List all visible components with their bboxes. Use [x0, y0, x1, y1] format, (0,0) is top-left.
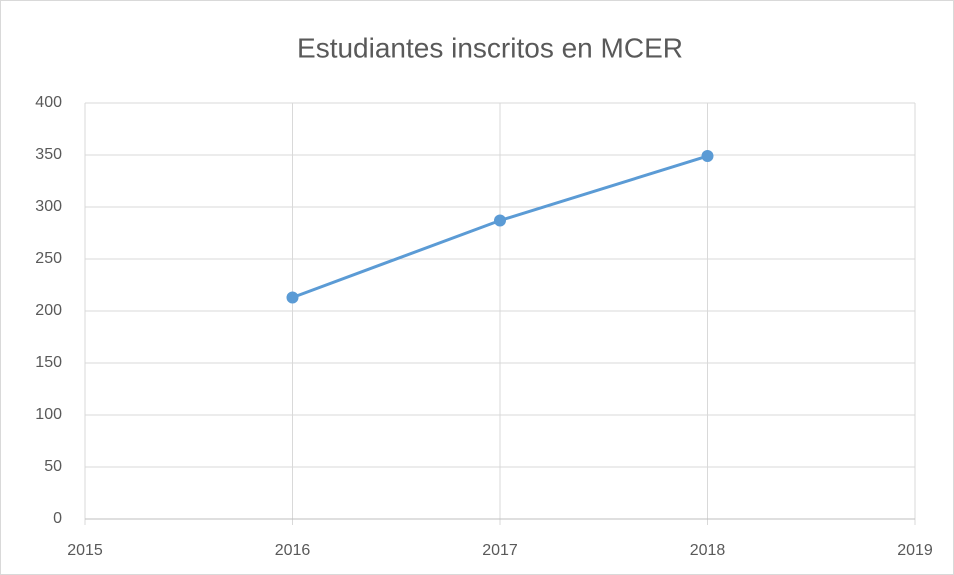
x-tick-label: 2017: [482, 542, 518, 559]
marker: [701, 150, 714, 163]
x-tick-label: 2016: [275, 542, 311, 559]
y-tick-label: 300: [35, 198, 62, 215]
marker: [494, 214, 506, 227]
x-tick-label: 2018: [690, 542, 726, 559]
y-tick-label: 250: [35, 250, 62, 267]
x-tick-label: 2019: [897, 542, 933, 559]
marker: [286, 291, 299, 304]
x-tick-label: 2015: [67, 542, 103, 559]
y-tick-label: 50: [44, 458, 62, 475]
y-tick-label: 400: [35, 94, 62, 111]
y-tick-label: 0: [53, 510, 62, 527]
y-tick-label: 200: [35, 302, 62, 319]
y-tick-label: 100: [35, 406, 62, 423]
y-tick-label: 150: [35, 354, 62, 371]
y-tick-label: 350: [35, 146, 62, 163]
chart-title: Estudiantes inscritos en MCER: [297, 32, 683, 63]
